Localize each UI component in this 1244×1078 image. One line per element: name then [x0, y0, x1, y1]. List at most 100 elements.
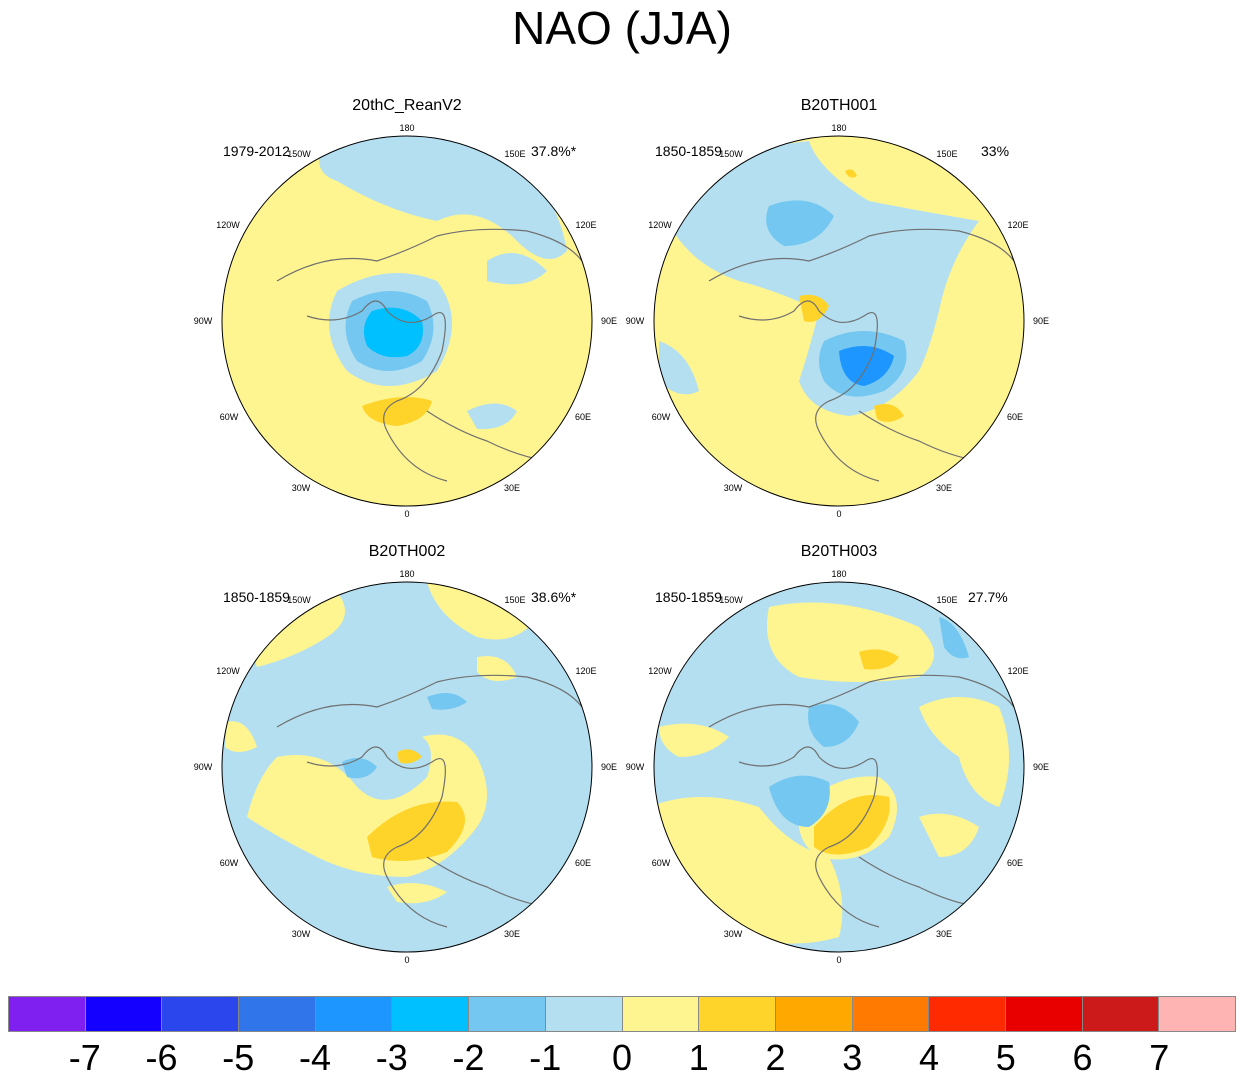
colorbar-box: [315, 997, 393, 1031]
lon-label: 120E: [575, 666, 597, 676]
colorbar: [8, 996, 1236, 1032]
lon-label: 60W: [651, 412, 671, 422]
colorbar-tick-label: -5: [222, 1037, 255, 1078]
colorbar-box: [852, 997, 930, 1031]
lon-label: 120W: [648, 220, 672, 230]
colorbar-tick-label: -6: [145, 1037, 178, 1078]
lon-label: 180: [831, 569, 847, 579]
lon-label: 30W: [291, 929, 311, 939]
colorbar-box: [545, 997, 623, 1031]
panel-title: B20TH001: [800, 97, 878, 114]
colorbar-tick-label: -4: [298, 1037, 332, 1078]
polar-map: [653, 135, 1025, 507]
colorbar-tick-label: 2: [765, 1037, 786, 1078]
lon-label: 120W: [216, 666, 240, 676]
panel-title: 20thC_ReanV2: [352, 97, 462, 114]
lon-label: 120E: [1007, 220, 1029, 230]
map-panel: B20TH002 1850-1859 38.6%* 180 150E 120E …: [187, 543, 627, 997]
variance-explained: 33%: [981, 143, 1010, 159]
colorbar-box: [1159, 997, 1235, 1031]
colorbar-tick-label: 6: [1072, 1037, 1093, 1078]
colorbar-tick-label: 3: [842, 1037, 863, 1078]
lon-label: 90W: [625, 316, 645, 326]
lon-label: 150E: [504, 149, 526, 159]
polar-map: [221, 135, 593, 507]
colorbar-box: [392, 997, 470, 1031]
map-panel: B20TH001 1850-1859 33% 180 150E 120E 90E…: [619, 97, 1059, 551]
variance-explained: 27.7%: [968, 589, 1008, 605]
lon-label: 30W: [723, 929, 743, 939]
colorbar-tick-label: -2: [452, 1037, 485, 1078]
variance-explained: 37.8%*: [531, 143, 577, 159]
lon-label: 180: [831, 123, 847, 133]
polar-map: [653, 581, 1025, 953]
lon-label: 90E: [1032, 762, 1050, 772]
lon-label: 30W: [291, 483, 311, 493]
colorbar-box: [929, 997, 1006, 1031]
lon-label: 60E: [1006, 858, 1024, 868]
colorbar-tick-label: -3: [375, 1037, 408, 1078]
lon-label: 90W: [193, 762, 213, 772]
colorbar-box: [775, 997, 853, 1031]
lon-label: 150W: [287, 595, 311, 605]
lon-label: 30E: [935, 483, 953, 493]
polar-map: [221, 581, 593, 953]
lon-label: 60W: [651, 858, 671, 868]
colorbar-box: [699, 997, 776, 1031]
lon-label: 180: [399, 569, 415, 579]
colorbar-tick-label: 5: [995, 1037, 1016, 1078]
lon-label: 0: [836, 955, 842, 965]
colorbar-box: [1005, 997, 1083, 1031]
lon-label: 0: [404, 955, 410, 965]
colorbar-box: [9, 997, 86, 1031]
lon-label: 150W: [719, 595, 743, 605]
lon-label: 90W: [193, 316, 213, 326]
lon-label: 60W: [219, 858, 239, 868]
lon-label: 0: [836, 509, 842, 519]
colorbar-tick-label: 0: [611, 1037, 633, 1078]
colorbar-box: [239, 997, 316, 1031]
lon-label: 120E: [575, 220, 597, 230]
colorbar-tick-label: 4: [918, 1037, 940, 1078]
panel-period: 1850-1859: [655, 143, 722, 159]
lon-label: 30E: [503, 483, 521, 493]
colorbar-box: [162, 997, 240, 1031]
lon-label: 120W: [648, 666, 672, 676]
map-panel: B20TH003 1850-1859 27.7% 180 150E 120E 9…: [619, 543, 1059, 997]
lon-label: 30E: [503, 929, 521, 939]
lon-label: 180: [399, 123, 415, 133]
lon-label: 90W: [625, 762, 645, 772]
panel-title: B20TH002: [368, 543, 446, 560]
variance-explained: 38.6%*: [531, 589, 577, 605]
colorbar-tick-label: -1: [529, 1037, 562, 1078]
colorbar-box: [1082, 997, 1160, 1031]
panel-period: 1979-2012: [223, 143, 290, 159]
colorbar-box: [622, 997, 700, 1031]
lon-label: 60E: [574, 412, 592, 422]
lon-label: 90E: [600, 762, 618, 772]
lon-label: 150E: [504, 595, 526, 605]
lon-label: 90E: [600, 316, 618, 326]
lon-label: 30E: [935, 929, 953, 939]
lon-label: 60E: [574, 858, 592, 868]
lon-label: 30W: [723, 483, 743, 493]
lon-label: 120E: [1007, 666, 1029, 676]
lon-label: 90E: [1032, 316, 1050, 326]
colorbar-tick-label: 1: [688, 1037, 709, 1078]
panel-period: 1850-1859: [223, 589, 290, 605]
lon-label: 120W: [216, 220, 240, 230]
map-panel: 20thC_ReanV2 1979-2012 37.8%* 180 150E 1…: [187, 97, 627, 551]
lon-label: 0: [404, 509, 410, 519]
panel-period: 1850-1859: [655, 589, 722, 605]
colorbar-tick-label: -7: [68, 1037, 101, 1078]
colorbar-tick-label: 7: [1149, 1037, 1170, 1078]
lon-label: 60W: [219, 412, 239, 422]
panel-title: B20TH003: [800, 543, 878, 560]
figure-title: NAO (JJA): [512, 2, 732, 54]
lon-label: 150W: [287, 149, 311, 159]
colorbar-box: [469, 997, 546, 1031]
colorbar-box: [85, 997, 163, 1031]
lon-label: 150W: [719, 149, 743, 159]
lon-label: 60E: [1006, 412, 1024, 422]
lon-label: 150E: [936, 149, 958, 159]
